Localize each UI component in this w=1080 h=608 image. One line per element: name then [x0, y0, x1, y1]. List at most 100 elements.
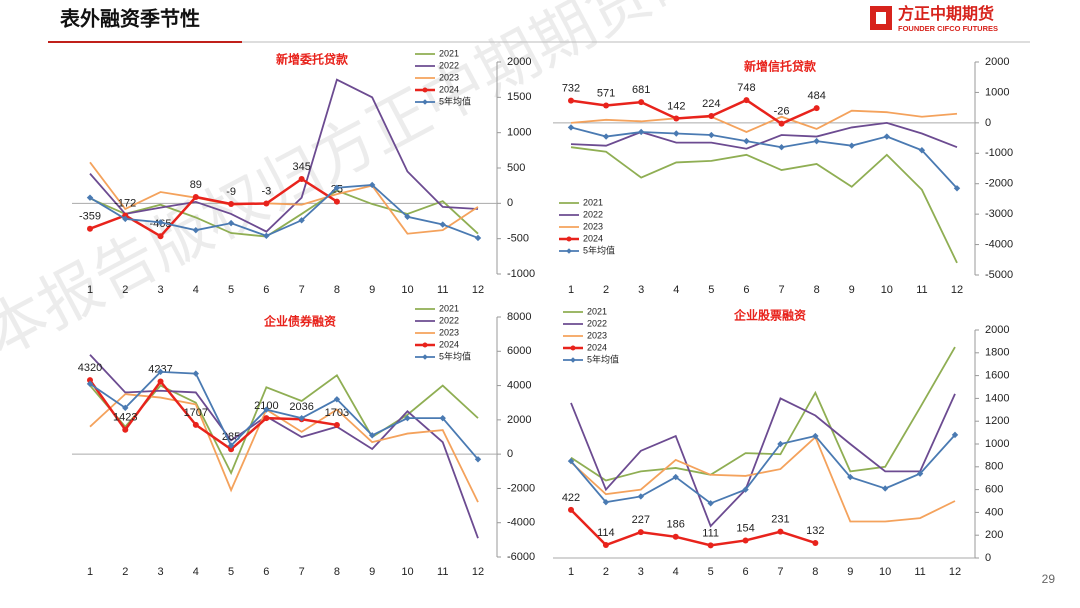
point — [122, 404, 129, 412]
point — [263, 200, 270, 207]
page-title: 表外融资季节性 — [60, 6, 200, 30]
y-tick-label: 4000 — [507, 379, 531, 391]
point — [881, 485, 889, 492]
legend-label: 2021 — [439, 48, 459, 58]
y-tick-label: 500 — [507, 162, 525, 174]
legend-label: 2024 — [587, 342, 607, 352]
legend-marker — [570, 357, 576, 363]
series-line — [570, 434, 956, 505]
legend-label: 2024 — [583, 233, 603, 243]
y-tick-label: -500 — [507, 233, 529, 245]
point — [813, 105, 820, 112]
point — [228, 446, 235, 453]
point — [333, 198, 340, 205]
y-tick-label: 1600 — [985, 370, 1009, 382]
x-tick-label: 12 — [949, 566, 961, 578]
legend-label: 2022 — [587, 318, 607, 328]
point — [263, 415, 270, 422]
x-tick-label: 8 — [812, 566, 818, 578]
data-label: -26 — [774, 106, 790, 118]
data-label: 484 — [807, 90, 825, 102]
data-label: 681 — [632, 84, 650, 96]
x-tick-label: 3 — [157, 566, 163, 578]
legend-label: 2022 — [439, 60, 459, 70]
point — [778, 144, 785, 151]
logo-english: FOUNDER CIFCO FUTURES — [898, 24, 998, 33]
y-tick-label: 1800 — [985, 347, 1009, 359]
y-tick-label: 200 — [985, 529, 1003, 541]
point — [192, 370, 200, 377]
point — [568, 97, 574, 104]
series-line — [570, 509, 816, 547]
series-line — [89, 373, 479, 476]
point — [439, 221, 446, 228]
point — [812, 539, 819, 546]
series-line — [89, 393, 479, 503]
series-line — [89, 370, 479, 460]
series-line — [89, 161, 479, 235]
y-tick-label: 1400 — [985, 392, 1009, 404]
point — [777, 528, 784, 535]
point — [918, 147, 926, 154]
point — [813, 137, 820, 145]
point — [743, 97, 750, 104]
point — [637, 529, 644, 536]
point — [157, 219, 164, 226]
x-tick-label: 3 — [638, 566, 644, 578]
data-label: 4320 — [78, 362, 102, 374]
point — [87, 225, 93, 232]
data-label: 114 — [597, 527, 615, 539]
point — [567, 124, 575, 131]
y-tick-label: -4000 — [985, 238, 1013, 250]
x-tick-label: 11 — [437, 284, 448, 296]
point — [122, 215, 129, 223]
point — [847, 473, 854, 481]
series-line — [570, 98, 818, 126]
point — [567, 457, 575, 465]
x-tick-label: 2 — [603, 566, 609, 578]
y-tick-label: 1000 — [985, 86, 1009, 98]
point — [157, 378, 164, 385]
x-tick-label: 8 — [334, 566, 340, 578]
x-tick-label: 5 — [708, 566, 714, 578]
x-tick-label: 6 — [263, 284, 269, 296]
point — [227, 219, 235, 227]
x-tick-label: 12 — [472, 566, 484, 578]
point — [368, 181, 376, 189]
point — [333, 184, 341, 191]
point — [672, 473, 679, 481]
x-tick-label: 10 — [879, 566, 891, 578]
legend-marker — [570, 345, 576, 351]
point — [192, 194, 199, 201]
x-tick-label: 12 — [472, 284, 484, 296]
legend-marker — [422, 87, 428, 93]
legend-label: 2021 — [587, 306, 607, 316]
legend-label: 2022 — [439, 315, 459, 325]
point — [333, 396, 341, 403]
x-tick-label: 6 — [263, 566, 269, 578]
chart-title: 企业股票融资 — [733, 308, 806, 323]
y-tick-label: 6000 — [507, 345, 531, 357]
legend-marker — [566, 248, 572, 254]
point — [263, 406, 270, 413]
point — [848, 142, 855, 149]
y-tick-label: -3000 — [985, 208, 1013, 220]
y-tick-label: 1500 — [507, 91, 531, 103]
data-label: -172 — [114, 197, 136, 209]
point — [602, 498, 610, 506]
page-number: 29 — [1042, 572, 1056, 586]
y-tick-label: -4000 — [507, 517, 535, 529]
legend-marker — [422, 99, 428, 105]
data-label: 1423 — [113, 412, 137, 424]
point — [637, 128, 645, 136]
point — [951, 431, 959, 439]
x-tick-label: 10 — [881, 284, 893, 296]
y-tick-label: -1000 — [507, 268, 535, 280]
x-tick-label: 5 — [228, 284, 234, 296]
x-tick-label: 5 — [228, 566, 234, 578]
data-label: 422 — [562, 492, 580, 504]
y-tick-label: 1000 — [507, 127, 531, 139]
point — [157, 233, 164, 240]
point — [122, 426, 129, 433]
y-tick-label: 1200 — [985, 415, 1009, 427]
